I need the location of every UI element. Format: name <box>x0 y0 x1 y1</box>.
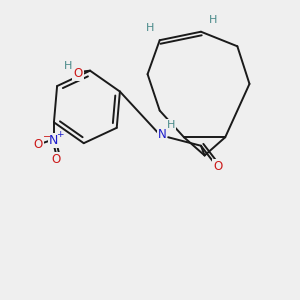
Text: H: H <box>167 120 175 130</box>
Text: O: O <box>73 67 83 80</box>
Text: +: + <box>56 130 64 139</box>
Text: H: H <box>64 61 72 71</box>
Text: O: O <box>52 153 61 167</box>
Text: N: N <box>49 134 58 147</box>
Text: O: O <box>213 160 223 173</box>
Text: O: O <box>34 138 43 151</box>
Text: N: N <box>158 128 167 141</box>
Text: H: H <box>209 15 217 25</box>
Text: −: − <box>43 132 51 142</box>
Text: H: H <box>146 23 154 33</box>
